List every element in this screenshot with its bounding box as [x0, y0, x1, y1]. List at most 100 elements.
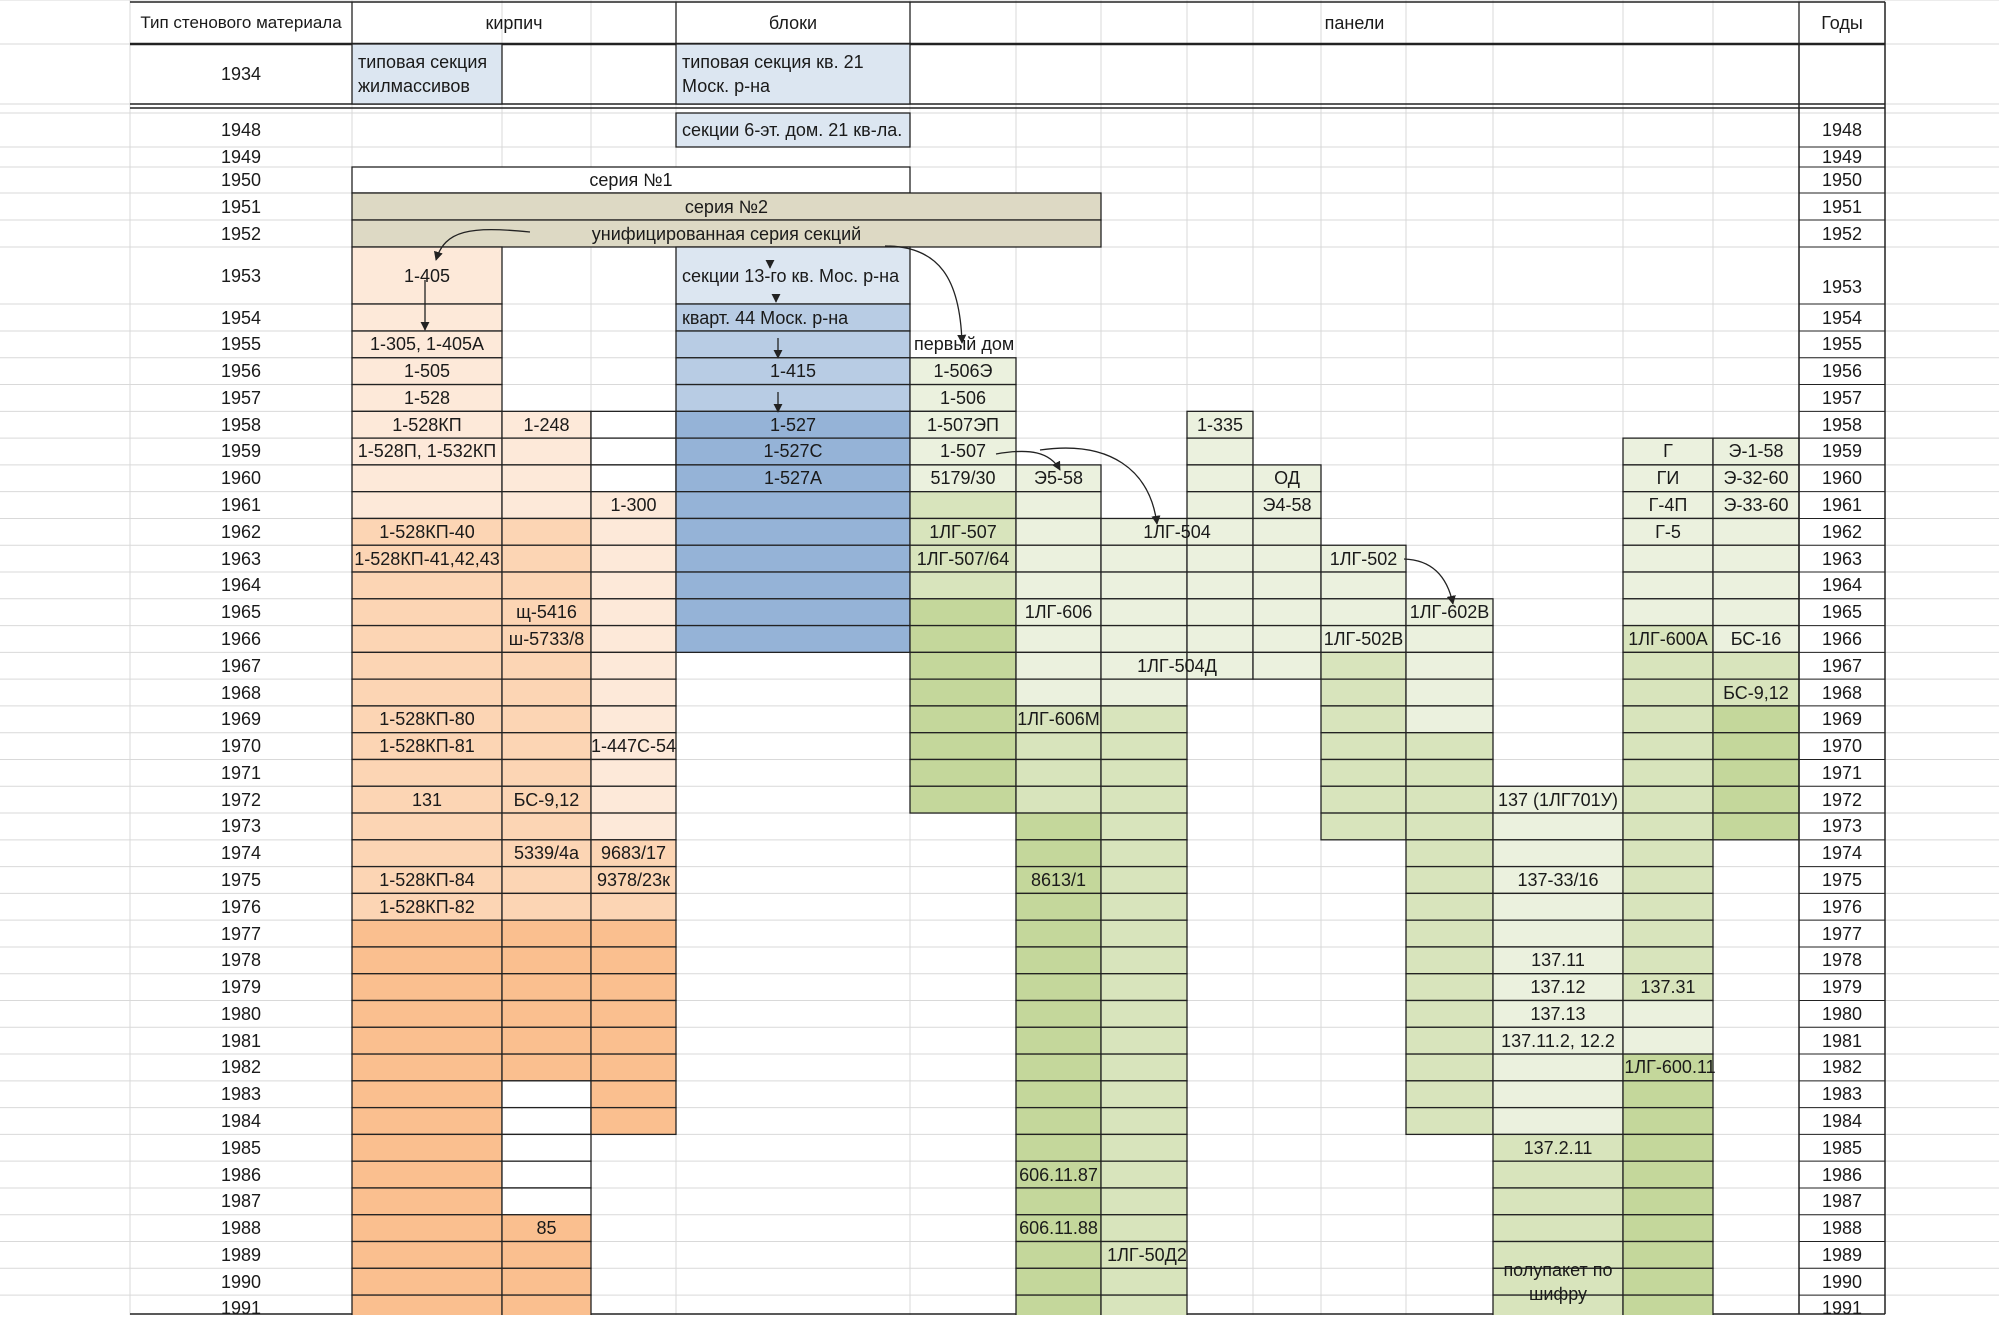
- brick-col-c: [501, 1267, 592, 1296]
- year-label-right: 1977: [1821, 923, 1863, 944]
- year-label-right: 1949: [1821, 147, 1863, 167]
- panel-col-n: [1622, 839, 1714, 868]
- panel-col-l: [1405, 651, 1494, 680]
- panel-col-i: [1186, 571, 1254, 600]
- panel-col-o: [1712, 651, 1800, 680]
- panel-col-h: [1100, 571, 1188, 600]
- year-label-right: 1986: [1821, 1164, 1863, 1185]
- year-label-right: 1965: [1821, 602, 1863, 623]
- year-label-right: 1972: [1821, 789, 1863, 810]
- panel-col-o: [1712, 758, 1800, 787]
- panel-col-f: [909, 517, 1017, 546]
- panel-g: Г: [1663, 441, 1673, 462]
- brick-col-c: [501, 758, 592, 787]
- year-label-right: 1974: [1821, 843, 1863, 864]
- block-1954-label: кварт. 44 Моск. р-на: [682, 307, 849, 328]
- year-label-right: 1954: [1821, 307, 1863, 328]
- panel-col-h: [1100, 678, 1188, 707]
- year-label-left: 1934: [220, 64, 262, 84]
- brick-col-c: [501, 1294, 592, 1315]
- panel-1lg-50d2: 1ЛГ-50Д2: [1107, 1244, 1187, 1265]
- panel-col-i: [1186, 544, 1254, 573]
- brick-col-d: [590, 839, 677, 868]
- year-label-right: 1952: [1821, 223, 1863, 244]
- brick-col-d: [590, 732, 677, 761]
- brick-col-c: [501, 410, 592, 439]
- panel-col-g: [1015, 1080, 1102, 1109]
- year-label-left: 1985: [220, 1137, 262, 1158]
- header-panels: панели: [1324, 13, 1385, 33]
- panel-col-n: [1622, 758, 1714, 787]
- year-label-right: 1957: [1821, 387, 1863, 408]
- header-blocks: блоки: [768, 13, 818, 33]
- brick-col-c: [501, 517, 592, 546]
- panel-col-m: [1492, 1106, 1624, 1136]
- panel-col-g: [1015, 973, 1102, 1002]
- panel-col-n: [1622, 705, 1714, 734]
- brick-col-d: [590, 999, 677, 1028]
- panel-col-n: [1622, 999, 1714, 1028]
- 1-507-to-e5-58-arrow: [995, 450, 1061, 471]
- year-label-right: 1979: [1821, 977, 1863, 998]
- panel-col-h: [1100, 1294, 1188, 1315]
- brick-col-b: [351, 651, 503, 680]
- panel-col-n: [1622, 1053, 1714, 1082]
- year-label-left: 1952: [220, 223, 262, 244]
- year-label-left: 1960: [220, 468, 262, 489]
- panel-col-g: [1015, 785, 1102, 814]
- brick-col-b: [351, 812, 503, 841]
- panel-1lg-502v: 1ЛГ-502В: [1323, 628, 1404, 649]
- year-label-right: 1960: [1821, 468, 1863, 489]
- panel-col-g: [1015, 651, 1102, 680]
- panel-e-1-58: Э-1-58: [1728, 441, 1784, 462]
- brick-col-b: [351, 571, 503, 600]
- block-1-527s: 1-527С: [763, 441, 823, 462]
- brick-1-305: 1-305, 1-405А: [369, 334, 485, 355]
- year-label-right: 1973: [1821, 816, 1863, 837]
- panel-col-l: [1405, 1080, 1494, 1109]
- panel-e-32-60: Э-32-60: [1723, 468, 1789, 489]
- panel-col-n: [1622, 973, 1714, 1002]
- year-label-left: 1969: [220, 709, 262, 730]
- brick-col-c: [501, 1214, 592, 1243]
- brick-col-c: [501, 705, 592, 734]
- panel-col-n: [1622, 464, 1714, 493]
- year-label-right: 1989: [1821, 1244, 1863, 1265]
- brick-typical-section-label: типовая секция жилмассивов: [358, 52, 488, 96]
- panel-col-h: [1100, 598, 1188, 627]
- year-label-right: 1963: [1821, 548, 1863, 569]
- panel-col-o: [1712, 785, 1800, 814]
- panel-1lg-600-11: 1ЛГ-600.11: [1624, 1057, 1716, 1078]
- year-label-right: 1956: [1821, 361, 1863, 382]
- panel-137-33: 137-33/16: [1517, 869, 1599, 890]
- year-label-right: 1987: [1821, 1191, 1863, 1212]
- brick-1-300: 1-300: [610, 495, 657, 516]
- brick-col-b: [351, 1187, 503, 1216]
- year-label-right: 1951: [1821, 196, 1863, 217]
- panel-col-l: [1405, 1106, 1494, 1136]
- year-label-left: 1948: [220, 120, 262, 140]
- year-label-left: 1978: [220, 950, 262, 971]
- block-col: [675, 517, 911, 546]
- panel-col-m: [1492, 973, 1624, 1002]
- brick-9378: 9378/23к: [597, 869, 670, 890]
- brick-col-b: [351, 544, 503, 573]
- year-label-left: 1958: [220, 414, 262, 435]
- block-col: [675, 464, 911, 493]
- panel-half-package: полупакет по шифру: [1503, 1259, 1613, 1304]
- unified-span: [351, 219, 1102, 248]
- panel-col-n: [1622, 491, 1714, 520]
- panel-col-l: [1405, 624, 1494, 654]
- panel-col-h: [1100, 1053, 1188, 1082]
- year-label-right: 1966: [1821, 628, 1863, 649]
- panel-col-h: [1100, 785, 1188, 814]
- year-label-right: 1991: [1821, 1298, 1863, 1319]
- year-label-left: 1963: [220, 548, 262, 569]
- panel-col-k: [1320, 624, 1407, 654]
- panel-first-house: первый дом: [914, 334, 1015, 355]
- panel-col-h: [1100, 973, 1188, 1002]
- panel-606-11-88: 606.11.88: [1019, 1218, 1098, 1239]
- year-label-right: 1950: [1821, 170, 1863, 190]
- panel-col-h: [1100, 839, 1188, 868]
